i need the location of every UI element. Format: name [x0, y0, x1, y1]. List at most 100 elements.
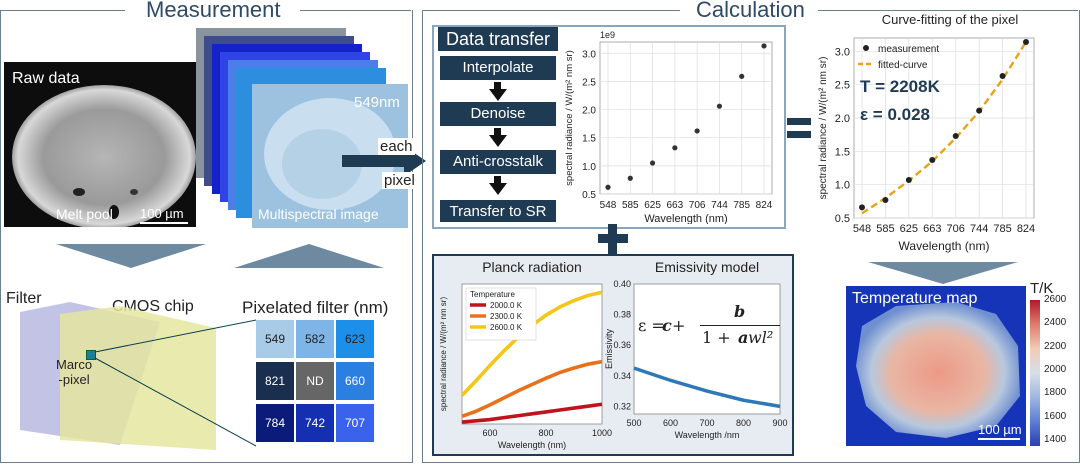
step-denoise: Denoise	[440, 102, 556, 126]
measurement-point	[882, 197, 889, 203]
filter-cell: 784	[256, 404, 294, 442]
multispectral-caption: Multispectral image	[258, 206, 379, 222]
colorbar-tick-label: 2400	[1044, 317, 1067, 329]
filter-cell-value: 549	[264, 332, 286, 346]
step-arrow-shaft	[494, 176, 501, 184]
filter-cell: 623	[336, 320, 374, 358]
x-axis-label: Wavelength (nm)	[498, 440, 566, 450]
legend-marker-measurement	[863, 45, 869, 51]
emissivity-chart: Emissivity model 0.32 0.34 0.36 0.38 0.40 500 6…	[604, 259, 788, 440]
y-tick-label: 1.0	[582, 162, 596, 173]
triangle-up	[234, 244, 384, 268]
filter-cell: 660	[336, 362, 374, 400]
curve-fit-chart: Curve-fitting of the pixel 0.5 1.0 1.5 2.0 2.…	[818, 12, 1035, 253]
emissivity-annotation: ε = 0.028	[860, 105, 930, 124]
planck-chart: Planck radiation 600 800 1000 Temperature 200…	[439, 259, 612, 450]
x-tick-label: 625	[644, 200, 661, 211]
data-point	[716, 103, 723, 109]
filter-cell-value: ND	[306, 374, 324, 388]
x-tick-label: 663	[923, 223, 941, 235]
step-anti-crosstalk: Anti-crosstalk	[440, 150, 556, 174]
legend-label: 2000.0 K	[490, 301, 523, 310]
x-tick-label: 900	[772, 418, 787, 428]
eq-plus: +	[672, 316, 686, 335]
macro-pixel-connectors	[94, 319, 257, 447]
pixelated-filter-title: Pixelated filter (nm)	[242, 298, 389, 317]
eq-den-a: a	[738, 328, 749, 347]
filter-cell-value: 582	[304, 332, 326, 346]
data-point	[672, 145, 678, 151]
plot-area	[599, 41, 773, 195]
x-tick-label: 744	[711, 200, 728, 211]
step-arrow-head	[489, 183, 507, 195]
colorbar-ticks: 2600 2400 2200 2000 1800 1600 1400	[1044, 294, 1078, 450]
colorbar-tick-label: 2600	[1044, 294, 1067, 305]
sr-scatter-chart: 0.5 1.0 1.5 2.0 2.5 3.0 548 585 625 663 706 744 785 8…	[564, 30, 773, 224]
step-interpolate: Interpolate	[440, 56, 556, 80]
legend-box	[465, 287, 537, 341]
calculation-top-line-right	[818, 10, 1078, 11]
y-axis-label: spectral radiance / W/(m² nm sr)	[818, 57, 829, 200]
y-tick-label: 2.0	[835, 113, 850, 125]
legend-label: fitted-curve	[878, 60, 928, 71]
chart-title: Emissivity model	[655, 259, 759, 275]
colorbar-tick-label: 1600	[1044, 410, 1067, 422]
equals-sign-bottom	[787, 131, 811, 138]
x-tick-label: 744	[970, 223, 988, 235]
eq-c: c	[662, 316, 672, 335]
eq-den-wl: wl²	[748, 328, 774, 347]
filter-cell: 821	[256, 362, 294, 400]
melt-pool-label: Melt pool	[56, 206, 113, 222]
melt-pool-drawing	[12, 85, 196, 229]
measurement-point	[952, 133, 959, 139]
y-tick-label: 0.5	[582, 190, 596, 201]
equals-sign-top	[787, 118, 811, 125]
colorbar-tick-label: 1800	[1044, 387, 1067, 399]
x-tick-label: 625	[900, 223, 918, 235]
colorbar-tick-label: 1400	[1044, 434, 1067, 445]
filter-cell-value: 623	[344, 332, 366, 346]
data-transfer-title: Data transfer	[438, 27, 558, 51]
y-tick-label: 0.38	[613, 310, 631, 320]
emissivity-line	[633, 366, 781, 409]
eq-numerator: b	[734, 302, 746, 321]
temperature-field	[856, 302, 1020, 438]
measurement-point	[1023, 39, 1029, 45]
y-tick-label: 3.0	[835, 46, 850, 58]
measurement-point	[999, 73, 1006, 79]
measurement-point	[976, 107, 983, 114]
y-tick-label: 0.5	[835, 213, 850, 225]
planck-series-line	[461, 359, 603, 419]
filter-cell: ND	[296, 362, 334, 400]
filter-cell-value: 660	[344, 374, 366, 388]
legend-label: measurement	[878, 44, 939, 55]
chart-title: Curve-fitting of the pixel	[882, 12, 1019, 27]
spectral-stack	[196, 28, 410, 230]
triangle-down	[56, 244, 206, 268]
filter-cell: 549	[256, 320, 294, 358]
filter-label: Filter	[6, 290, 42, 307]
triangle-down-map	[868, 262, 1018, 284]
arrow-text-each: each	[378, 138, 415, 155]
pixelated-filter-grid: 549 582 623 821 ND 660 784 742 707	[256, 320, 374, 446]
colorbar-tick-label: 2000	[1044, 364, 1067, 375]
y-tick-label: 0.36	[613, 340, 631, 350]
data-point	[694, 128, 700, 134]
legend-label: 2300.0 K	[490, 312, 523, 321]
data-point	[649, 160, 656, 166]
measurement-top-line-right	[300, 10, 411, 11]
colorbar	[1030, 300, 1040, 446]
x-tick-label: 700	[699, 418, 714, 428]
step-transfer-sr: Transfer to SR	[440, 200, 556, 222]
data-point	[739, 73, 745, 79]
wavelength-label: 549nm	[354, 94, 400, 111]
arrow-text-pixel: pixel	[382, 172, 417, 189]
data-point	[605, 184, 611, 190]
colorbar-tick-label: 2200	[1044, 340, 1067, 352]
x-tick-label: 600	[482, 428, 497, 438]
x-tick-label: 824	[756, 200, 773, 211]
legend-label: 2600.0 K	[490, 323, 523, 332]
y-tick-label: 2.5	[582, 77, 596, 88]
x-axis-label: Wavelength /nm	[675, 430, 740, 440]
x-tick-label: 800	[538, 428, 553, 438]
